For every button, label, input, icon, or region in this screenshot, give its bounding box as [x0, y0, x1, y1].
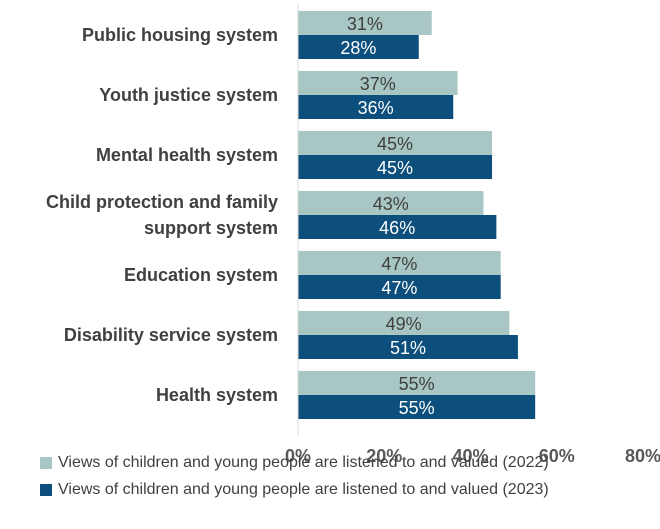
x-axis-tick-labels: 0% 20% 40% 60% 80% — [285, 446, 660, 466]
data-label: 37% — [360, 74, 396, 94]
data-label: 49% — [386, 314, 422, 334]
bar-2023 — [298, 395, 536, 419]
bar-2022 — [298, 371, 536, 395]
bar-chart: 31% 28% 37% 36% 45% 45% 43% 46% 47% 47% 49% 51% 55% 5… — [46, 4, 660, 466]
category-label: Public housing system — [82, 25, 278, 45]
category-label: Health system — [156, 385, 278, 405]
x-tick-label: 40% — [452, 446, 488, 466]
category-label: Education system — [124, 265, 278, 285]
bar-2022 — [298, 71, 458, 95]
data-label: 28% — [340, 38, 376, 58]
category-label: Disability service system — [64, 325, 278, 345]
x-tick-label: 60% — [539, 446, 575, 466]
x-tick-label: 20% — [366, 446, 402, 466]
legend-label-2023: Views of children and young people are l… — [58, 480, 549, 498]
legend-swatch-2023 — [40, 483, 52, 496]
category-label: Child protection and family support syste… — [46, 192, 278, 238]
category-label: Youth justice system — [99, 85, 278, 105]
data-label: 55% — [399, 374, 435, 394]
bar-2023 — [298, 35, 419, 59]
bar-2022 — [298, 11, 432, 35]
bars-group: 31% 28% 37% 36% 45% 45% 43% 46% 47% 47% 49% 51% 55% 5… — [298, 11, 536, 419]
data-label: 45% — [377, 158, 413, 178]
data-label: 51% — [390, 338, 426, 358]
data-label: 47% — [381, 278, 417, 298]
bar-2023 — [298, 275, 501, 299]
bar-2023 — [298, 335, 518, 359]
bar-2022 — [298, 131, 493, 155]
data-label: 55% — [399, 398, 435, 418]
bar-2022 — [298, 251, 501, 275]
legend: Views of children and young people are l… — [40, 449, 549, 503]
category-labels: Public housing system Youth justice syste… — [46, 25, 278, 405]
data-label: 47% — [381, 254, 417, 274]
data-label: 31% — [347, 14, 383, 34]
category-label: Mental health system — [96, 145, 278, 165]
bar-2023 — [298, 215, 497, 239]
legend-swatch-2022 — [40, 456, 52, 469]
data-label: 43% — [373, 194, 409, 214]
bar-2022 — [298, 311, 510, 335]
data-label: 45% — [377, 134, 413, 154]
x-tick-label: 80% — [625, 446, 660, 466]
legend-item-2023: Views of children and young people are l… — [40, 476, 549, 503]
x-tick-label: 0% — [285, 446, 311, 466]
legend-item-2022: Views of children and young people are l… — [40, 449, 549, 476]
bar-2022 — [298, 191, 484, 215]
legend-label-2022: Views of children and young people are l… — [58, 453, 549, 471]
data-label: 36% — [358, 98, 394, 118]
data-label: 46% — [379, 218, 415, 238]
bar-2023 — [298, 155, 493, 179]
bar-2023 — [298, 95, 454, 119]
